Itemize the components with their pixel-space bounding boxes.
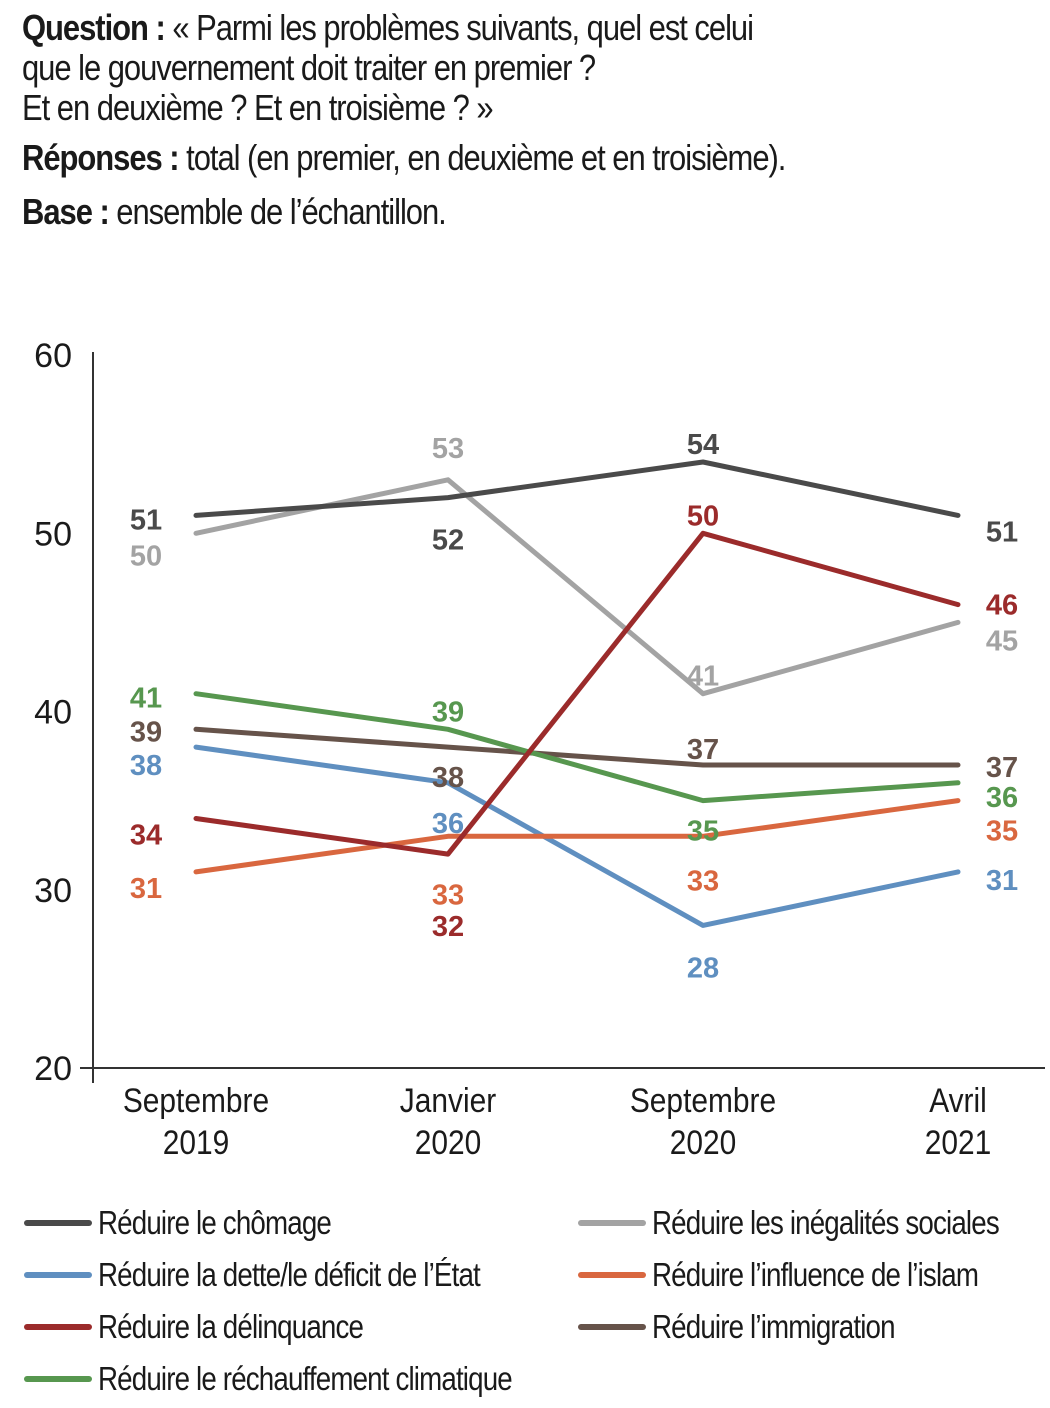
data-label: 28 bbox=[687, 952, 719, 984]
line-chart: 60 50 40 30 20 Septembre 2019 Janvier 2020 Septem… bbox=[34, 337, 1045, 1161]
data-label: 54 bbox=[687, 429, 719, 461]
series-line-4 bbox=[193, 530, 961, 857]
data-labels: 51 52 54 51 50 53 41 45 38 36 28 31 31 33 33 35 34 32 50 46… bbox=[130, 429, 1018, 984]
question-label: Question : bbox=[22, 7, 166, 48]
legend-swatch bbox=[24, 1376, 92, 1382]
legend-swatch bbox=[24, 1272, 92, 1278]
base-text: Base : ensemble de l’échantillon. bbox=[22, 192, 899, 232]
legend-swatch bbox=[24, 1324, 92, 1330]
data-label: 53 bbox=[432, 433, 464, 465]
data-label: 36 bbox=[986, 782, 1018, 814]
legend-item: Réduire la dette/le déficit de l’État bbox=[24, 1252, 553, 1298]
data-label: 51 bbox=[130, 504, 162, 536]
data-label: 38 bbox=[432, 762, 464, 794]
data-label: 31 bbox=[986, 865, 1018, 897]
legend-swatch bbox=[578, 1220, 646, 1226]
data-label: 52 bbox=[432, 525, 464, 557]
y-tick-label: 60 bbox=[34, 337, 72, 375]
data-label: 41 bbox=[687, 661, 719, 693]
x-tick-label: Janvier 2020 bbox=[400, 1081, 497, 1161]
base-value: ensemble de l’échantillon. bbox=[108, 191, 446, 232]
data-label: 35 bbox=[986, 816, 1018, 848]
legend-item: Réduire le réchauffement climatique bbox=[24, 1356, 591, 1402]
legend-swatch bbox=[578, 1272, 646, 1278]
question-line-3: Et en deuxième ? Et en troisième ? » bbox=[22, 87, 494, 128]
series-line-3 bbox=[193, 798, 961, 875]
data-label: 35 bbox=[687, 816, 719, 848]
y-tick-label: 40 bbox=[34, 694, 72, 732]
responses-text: Réponses : total (en premier, en deuxièm… bbox=[22, 138, 899, 178]
data-label: 46 bbox=[986, 590, 1018, 622]
legend-item: Réduire l’influence de l’islam bbox=[578, 1252, 1040, 1298]
legend-item: Réduire le chômage bbox=[24, 1200, 375, 1246]
series-line-1 bbox=[193, 477, 961, 697]
data-label: 41 bbox=[130, 683, 162, 715]
axes: 60 50 40 30 20 Septembre 2019 Janvier 2020 Septem… bbox=[34, 337, 1045, 1161]
data-label: 33 bbox=[432, 879, 464, 911]
legend-label: Réduire la dette/le déficit de l’État bbox=[98, 1256, 481, 1293]
question-text: Question : « Parmi les problèmes suivant… bbox=[22, 8, 899, 128]
legend-swatch bbox=[578, 1324, 646, 1330]
data-label: 37 bbox=[986, 752, 1018, 784]
responses-label: Réponses : bbox=[22, 137, 180, 178]
base-label: Base : bbox=[22, 191, 110, 232]
y-tick-label: 30 bbox=[34, 872, 72, 910]
legend-label: Réduire l’immigration bbox=[652, 1308, 896, 1345]
question-line-2: que le gouvernement doit traiter en prem… bbox=[22, 47, 596, 88]
legend-label: Réduire la délinquance bbox=[98, 1308, 364, 1345]
series-line-0 bbox=[193, 459, 961, 518]
data-label: 37 bbox=[687, 734, 719, 766]
y-tick-label: 50 bbox=[34, 515, 72, 553]
series-line-2 bbox=[193, 744, 961, 928]
question-line-1: « Parmi les problèmes suivants, quel est… bbox=[164, 7, 754, 48]
series-line-5 bbox=[193, 726, 961, 768]
legend-item: Réduire l’immigration bbox=[578, 1304, 941, 1350]
data-label: 45 bbox=[986, 625, 1018, 657]
data-label: 50 bbox=[130, 540, 162, 572]
legend-label: Réduire le réchauffement climatique bbox=[98, 1360, 513, 1397]
data-label: 32 bbox=[432, 911, 464, 943]
data-label: 39 bbox=[432, 696, 464, 728]
legend-item: Réduire les inégalités sociales bbox=[578, 1200, 1050, 1246]
data-label: 31 bbox=[130, 873, 162, 905]
x-tick-label: Avril 2021 bbox=[925, 1081, 992, 1161]
responses-value: total (en premier, en deuxième et en tro… bbox=[178, 137, 786, 178]
data-label: 34 bbox=[130, 819, 162, 851]
data-label: 38 bbox=[130, 750, 162, 782]
x-tick-label: Septembre 2019 bbox=[123, 1081, 269, 1161]
legend-label: Réduire le chômage bbox=[98, 1204, 332, 1241]
data-label: 39 bbox=[130, 716, 162, 748]
data-label: 51 bbox=[986, 516, 1018, 548]
legend-label: Réduire l’influence de l’islam bbox=[652, 1256, 979, 1293]
legend-label: Réduire les inégalités sociales bbox=[652, 1204, 1000, 1241]
data-label: 36 bbox=[432, 808, 464, 840]
x-tick-label: Septembre 2020 bbox=[630, 1081, 776, 1161]
series-line-6 bbox=[193, 691, 961, 804]
data-label: 50 bbox=[687, 500, 719, 532]
y-tick-label: 20 bbox=[34, 1050, 72, 1088]
chart-header: Question : « Parmi les problèmes suivant… bbox=[22, 8, 1042, 232]
data-label: 33 bbox=[687, 865, 719, 897]
legend-swatch bbox=[24, 1220, 92, 1226]
series-lines bbox=[193, 459, 961, 928]
legend-item: Réduire la délinquance bbox=[24, 1304, 414, 1350]
legend: Réduire le chômage Réduire les inégalités… bbox=[24, 1200, 1044, 1400]
